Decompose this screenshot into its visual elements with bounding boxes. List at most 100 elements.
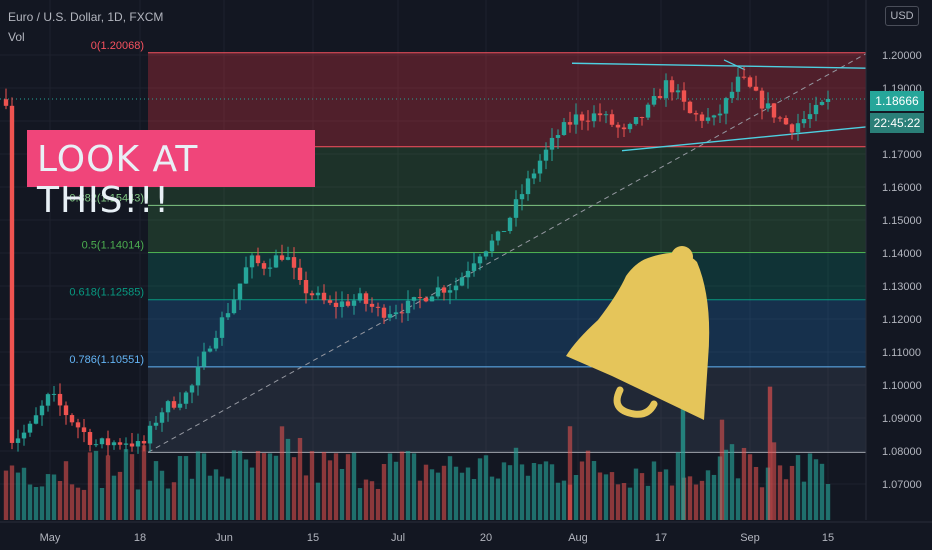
candle (255, 247, 261, 267)
volume-bar (3, 470, 9, 520)
volume-bar (15, 472, 21, 520)
price-tick-label: 1.16000 (882, 182, 922, 194)
volume-bar (489, 476, 495, 520)
candle (639, 116, 645, 126)
candle (357, 287, 363, 303)
candle-body (87, 432, 93, 445)
volume-bar (465, 467, 471, 520)
candle (147, 421, 153, 452)
candle-body (741, 76, 747, 78)
volume-bar (87, 452, 93, 520)
volume-bar (339, 468, 345, 520)
candle (633, 117, 639, 126)
volume-bar (351, 452, 357, 520)
currency-button[interactable]: USD (885, 6, 919, 26)
candle (45, 392, 51, 412)
volume-bar (819, 463, 825, 520)
candle-body (549, 137, 555, 150)
candle-body (621, 127, 627, 130)
volume-bar (147, 480, 153, 520)
candle-body (147, 425, 153, 444)
volume-bar (243, 459, 249, 520)
candle (63, 401, 69, 425)
volume-bar (801, 481, 807, 520)
volume-bar (657, 471, 663, 520)
volume-bar (129, 454, 135, 520)
volume-bar (279, 426, 285, 520)
candle (315, 286, 321, 300)
triangle-lower-line (621, 126, 867, 152)
candle (303, 271, 309, 304)
time-tick-label: 15 (822, 532, 834, 544)
volume-bar (555, 482, 561, 520)
candle-body (519, 194, 525, 200)
candle-body (27, 423, 33, 433)
candle-body (303, 280, 309, 294)
volume-bar (777, 465, 783, 520)
candle (531, 168, 537, 185)
candle-body (819, 101, 825, 105)
volume-bar (39, 486, 45, 520)
candle-body (309, 293, 315, 296)
volume-bar (135, 489, 141, 520)
candle (159, 407, 165, 432)
volume-bar (711, 474, 717, 520)
volume-bar (747, 454, 753, 520)
banner-text: LOOK AT THIS!!! (37, 139, 199, 221)
candle (99, 437, 105, 449)
symbol-title[interactable]: Euro / U.S. Dollar, 1D, FXCM (8, 10, 164, 24)
candle (339, 291, 345, 318)
time-tick-label: Sep (740, 532, 760, 544)
candle-body (579, 114, 585, 121)
candle (591, 105, 597, 128)
candle-body (729, 91, 735, 99)
volume-bar (93, 450, 99, 520)
candle (573, 103, 579, 134)
candle-body (525, 178, 531, 195)
volume-bar (273, 455, 279, 520)
candle (663, 73, 669, 107)
candle-body (201, 351, 207, 367)
candle-body (273, 255, 279, 268)
candle (651, 87, 657, 107)
candle (201, 342, 207, 370)
candle (615, 122, 621, 138)
candle-body (651, 96, 657, 105)
volume-bar (213, 469, 219, 520)
fib-level-label: 0(1.20068) (91, 40, 144, 52)
candle-body (111, 442, 117, 446)
candle-body (825, 99, 831, 102)
candle (705, 108, 711, 124)
candle (645, 102, 651, 121)
volume-indicator-label[interactable]: Vol (8, 30, 25, 44)
candle-body (699, 114, 705, 121)
candle-body (105, 438, 111, 446)
candle-body (327, 300, 333, 303)
candle (87, 428, 93, 452)
volume-bar (705, 470, 711, 520)
dashed-trendline (147, 53, 867, 453)
volume-bar (405, 451, 411, 520)
candle-body (501, 231, 507, 233)
time-tick-label: 17 (655, 532, 667, 544)
volume-bar (369, 481, 375, 520)
candle (729, 82, 735, 104)
fib-band (148, 366, 866, 453)
candle-body (801, 119, 807, 124)
price-tick-label: 1.10000 (882, 380, 922, 392)
candle (177, 392, 183, 411)
candle-body (33, 415, 39, 424)
candle-body (297, 267, 303, 281)
candle-body (315, 292, 321, 296)
volume-bar (165, 488, 171, 520)
candle-body (717, 113, 723, 116)
volume-bar (759, 487, 765, 520)
price-tick-label: 1.13000 (882, 281, 922, 293)
candle (771, 103, 777, 123)
candle-body (15, 438, 21, 443)
volume-bar (531, 462, 537, 520)
candle-body (489, 240, 495, 252)
volume-bar (615, 484, 621, 520)
